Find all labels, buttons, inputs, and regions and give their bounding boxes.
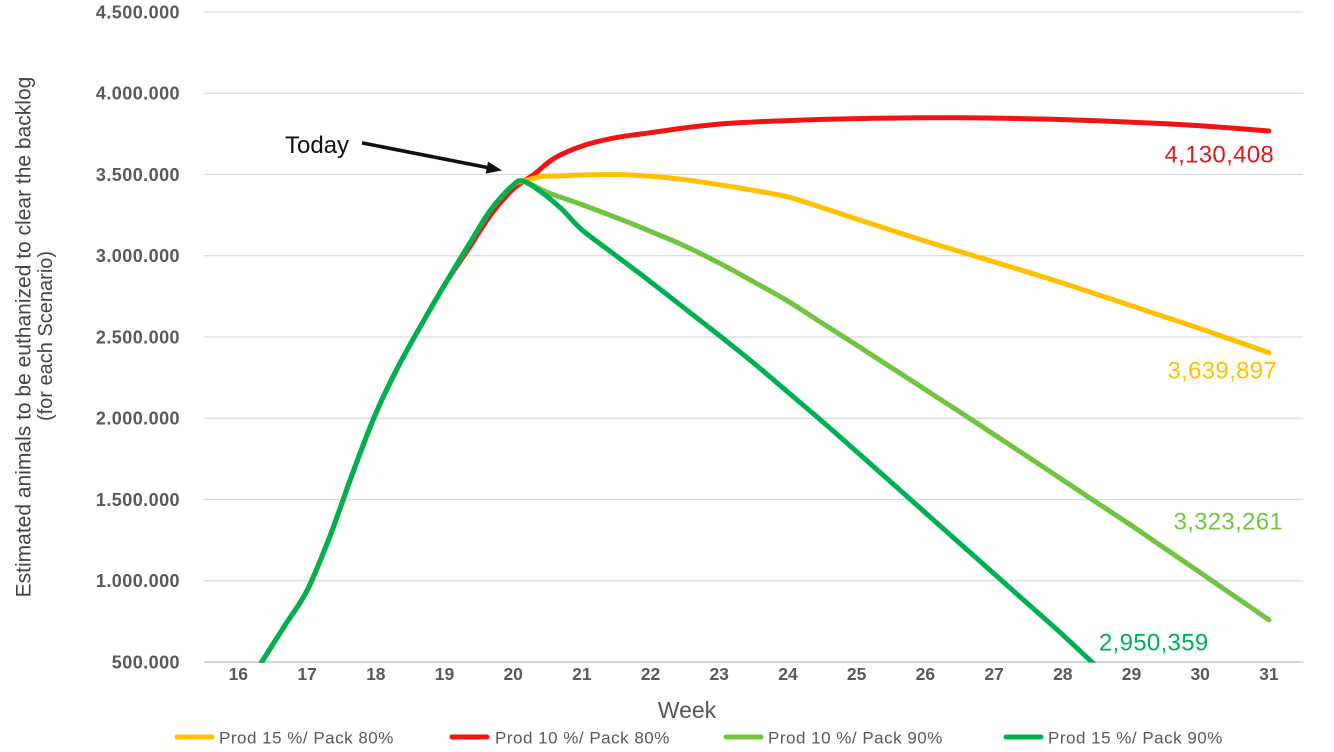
svg-text:3.000.000: 3.000.000 <box>96 246 180 266</box>
svg-text:31: 31 <box>1259 664 1279 684</box>
svg-text:Today: Today <box>285 132 349 159</box>
svg-text:(for each Scenario): (for each Scenario) <box>35 251 57 421</box>
svg-text:4.000.000: 4.000.000 <box>96 84 180 104</box>
svg-text:19: 19 <box>435 664 455 684</box>
svg-text:25: 25 <box>847 664 867 684</box>
svg-text:Week: Week <box>658 697 717 723</box>
svg-text:29: 29 <box>1122 664 1142 684</box>
svg-text:2,950,359: 2,950,359 <box>1099 630 1208 657</box>
svg-text:2.000.000: 2.000.000 <box>96 409 180 429</box>
svg-text:23: 23 <box>709 664 729 684</box>
svg-text:Prod 10 %/ Pack 80%: Prod 10 %/ Pack 80% <box>495 729 670 748</box>
svg-text:4.500.000: 4.500.000 <box>96 2 180 22</box>
svg-text:28: 28 <box>1053 664 1073 684</box>
svg-text:Prod 15 %/ Pack 90%: Prod 15 %/ Pack 90% <box>1048 729 1223 748</box>
svg-text:4,130,408: 4,130,408 <box>1165 142 1274 169</box>
svg-text:22: 22 <box>641 664 661 684</box>
svg-text:2.500.000: 2.500.000 <box>96 327 180 347</box>
svg-text:Prod 15 %/ Pack 80%: Prod 15 %/ Pack 80% <box>219 729 394 748</box>
svg-text:Prod 10 %/ Pack 90%: Prod 10 %/ Pack 90% <box>768 729 943 748</box>
svg-text:1.500.000: 1.500.000 <box>96 490 180 510</box>
svg-text:16: 16 <box>229 664 249 684</box>
svg-text:17: 17 <box>297 664 316 684</box>
svg-text:27: 27 <box>984 664 1003 684</box>
svg-text:500.000: 500.000 <box>112 652 180 672</box>
svg-text:1.000.000: 1.000.000 <box>96 571 180 591</box>
svg-text:26: 26 <box>916 664 936 684</box>
svg-text:3,323,261: 3,323,261 <box>1174 509 1283 536</box>
svg-text:21: 21 <box>572 664 592 684</box>
svg-text:Estimated animals to be euthan: Estimated animals to be euthanized to cl… <box>13 77 36 598</box>
svg-text:24: 24 <box>778 664 798 684</box>
svg-text:30: 30 <box>1190 664 1210 684</box>
svg-text:3.500.000: 3.500.000 <box>96 165 180 185</box>
svg-text:3,639,897: 3,639,897 <box>1168 358 1277 385</box>
svg-text:20: 20 <box>503 664 523 684</box>
svg-text:18: 18 <box>366 664 386 684</box>
